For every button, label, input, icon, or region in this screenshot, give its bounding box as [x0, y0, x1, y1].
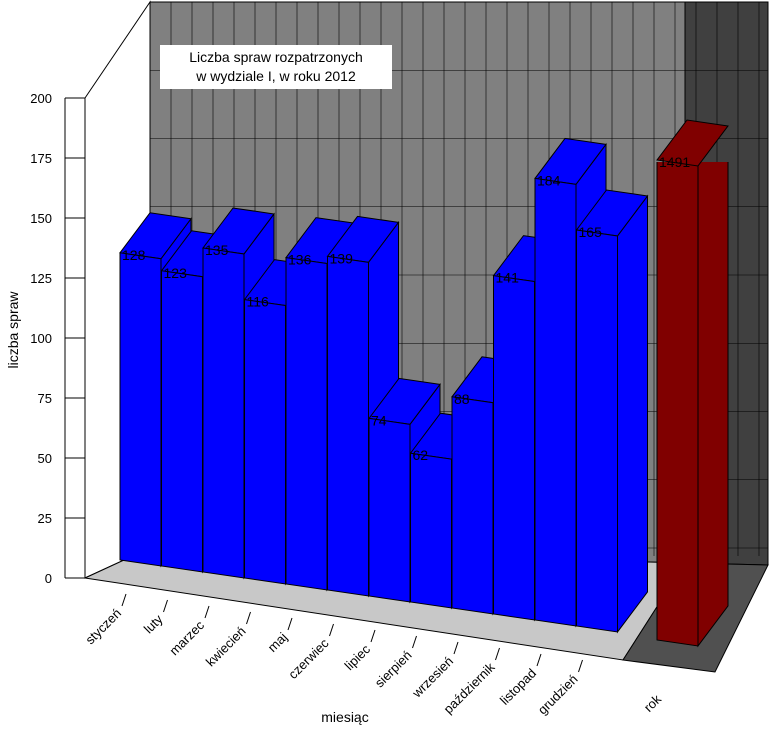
x-tick-label: maj — [265, 629, 290, 654]
x-tick — [246, 611, 251, 625]
x-tick — [204, 605, 210, 619]
x-tick-label: kwiecień — [203, 624, 249, 670]
x-axis-title: miesiąc — [321, 709, 368, 725]
y-tick-label: 100 — [30, 331, 52, 346]
bar — [493, 275, 535, 621]
y-tick-label: 175 — [30, 151, 52, 166]
value-label: 74 — [371, 412, 387, 428]
bar — [119, 252, 162, 567]
x-tick-label: grudzień — [535, 672, 581, 718]
bar — [656, 162, 699, 647]
bar — [410, 452, 452, 609]
value-label: 139 — [330, 250, 354, 266]
value-label: 116 — [247, 294, 270, 310]
total-bar-group — [656, 162, 729, 648]
y-tick-label: 200 — [30, 91, 52, 106]
x-tick-label: listopad — [497, 666, 539, 708]
bar — [327, 255, 369, 597]
x-tick — [536, 653, 542, 667]
bar — [576, 229, 618, 633]
chart-title: Liczba spraw rozpatrzonych — [189, 49, 363, 65]
x-tick-label: sierpień — [372, 648, 415, 691]
bar-cap — [656, 119, 729, 167]
value-label: 136 — [288, 252, 312, 268]
y-tick-label: 125 — [30, 271, 52, 286]
value-label: 88 — [454, 391, 470, 407]
x-tick-label: marzec — [166, 617, 207, 658]
bar — [161, 270, 203, 573]
x-tick — [370, 629, 376, 643]
x-tick-label: rok — [641, 691, 665, 715]
x-tick — [329, 623, 334, 637]
value-label: 141 — [496, 270, 520, 286]
chart-title: w wydziale I, w roku 2012 — [195, 68, 356, 84]
y-tick-label: 0 — [45, 571, 52, 586]
bar — [202, 247, 245, 579]
bar-side — [697, 162, 729, 648]
x-tick — [453, 641, 459, 655]
y-axis-title: liczba spraw — [5, 291, 21, 369]
bar — [244, 299, 286, 585]
bar — [451, 396, 494, 615]
x-tick-label: luty — [141, 611, 166, 636]
bar — [285, 257, 328, 591]
x-tick — [121, 593, 127, 607]
x-tick-label: wrzesień — [409, 654, 457, 702]
value-label: 128 — [122, 247, 146, 263]
x-tick — [163, 599, 168, 613]
value-label: 62 — [413, 447, 429, 463]
value-label: 1491 — [659, 154, 690, 170]
x-tick — [412, 635, 417, 649]
y-tick-label: 50 — [38, 451, 52, 466]
y-tick-label: 25 — [38, 511, 52, 526]
bar-side — [617, 194, 648, 634]
x-tick-label: lipiec — [342, 641, 374, 673]
x-tick — [578, 659, 583, 673]
x-tick — [495, 647, 500, 661]
x-tick — [287, 617, 293, 631]
y-tick-label: 150 — [30, 211, 52, 226]
value-label: 135 — [205, 242, 229, 258]
bar — [534, 177, 577, 627]
x-tick-label: styczeń — [82, 606, 124, 648]
x-tick-label: czerwiec — [285, 635, 332, 682]
value-label: 184 — [537, 172, 561, 188]
value-label: 123 — [164, 265, 188, 281]
y-tick-label: 75 — [38, 391, 52, 406]
value-label: 165 — [579, 224, 603, 240]
title-box — [160, 45, 392, 89]
bar — [368, 417, 411, 603]
